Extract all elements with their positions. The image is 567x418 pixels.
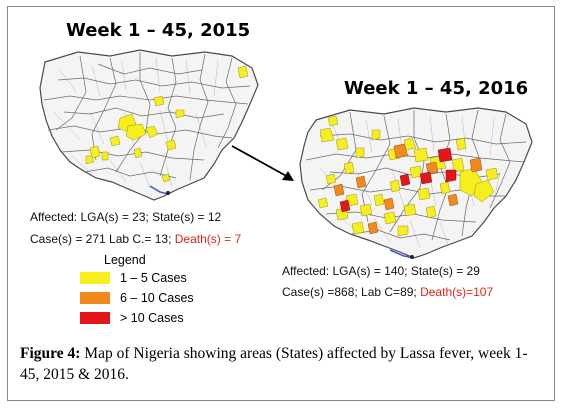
legend-label: > 10 Cases (120, 311, 184, 325)
map-2016-orange-areas (333, 143, 483, 235)
map-2016-marker (410, 255, 414, 259)
map-2015-cases-stat: Case(s) = 271 Lab C.= 13; Death(s) = 7 (30, 232, 242, 246)
map-2015-affected-stat: Affected: LGA(s) = 23; State(s) = 12 (30, 210, 222, 224)
legend-item-gt-10: > 10 Cases (80, 311, 270, 325)
legend-item-6-10: 6 – 10 Cases (80, 291, 270, 305)
legend-item-1-5: 1 – 5 Cases (80, 271, 270, 285)
map-2015-marker (166, 191, 170, 195)
map-2016-deaths: Death(s)=107 (420, 285, 494, 299)
map-2015-outline (39, 49, 259, 201)
legend-label: 1 – 5 Cases (120, 271, 187, 285)
map-2015-coastline-water (149, 185, 169, 195)
legend-swatch-yellow (80, 272, 110, 284)
map-2016-red-areas (339, 147, 457, 213)
figure-caption: Figure 4: Map of Nigeria showing areas (… (20, 343, 545, 385)
map-2016-title: Week 1 – 45, 2016 (344, 78, 529, 99)
caption-text: Map of Nigeria showing areas (States) af… (20, 345, 528, 383)
map-2015-deaths: Death(s) = 7 (174, 232, 242, 246)
map-2016-yellow-areas (317, 115, 499, 237)
legend-title: Legend (104, 253, 146, 267)
caption-label: Figure 4: (20, 345, 81, 362)
map-2016-outline (299, 107, 533, 259)
legend: Legend 1 – 5 Cases 6 – 10 Cases > 10 Cas… (80, 253, 260, 328)
legend-swatch-red (80, 312, 110, 324)
legend-label: 6 – 10 Cases (120, 291, 194, 305)
map-2015-affected-areas (85, 65, 249, 183)
map-2016-affected-stat: Affected: LGA(s) = 140; State(s) = 29 (282, 264, 480, 278)
map-2015-title: Week 1 – 45, 2015 (66, 20, 251, 41)
legend-swatch-orange (80, 292, 110, 304)
map-2016-cases-stat: Case(s) =868; Lab C=89; Death(s)=107 (282, 285, 494, 299)
